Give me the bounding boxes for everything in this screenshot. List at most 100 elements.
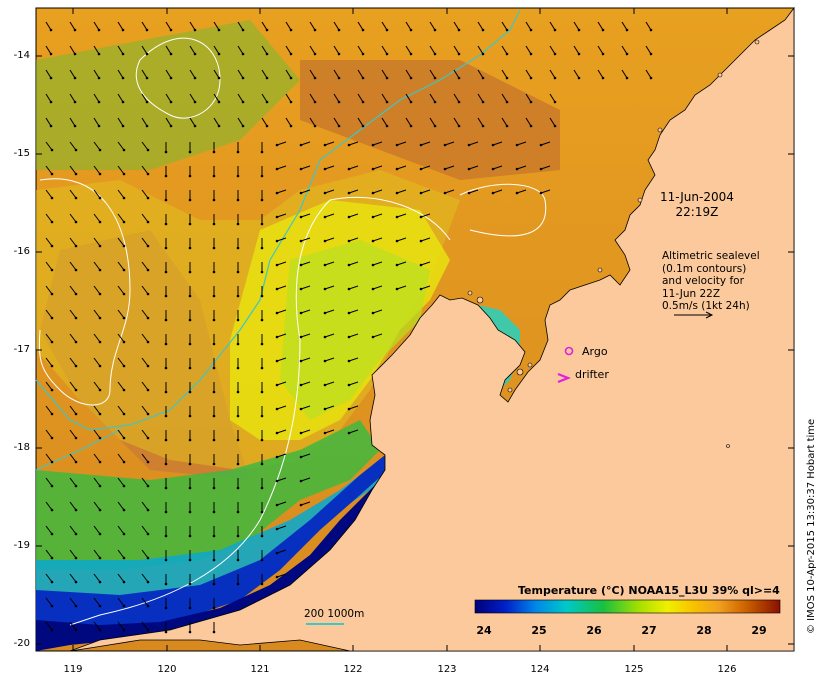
velocity-arrow-head (146, 580, 150, 584)
altimetry-legend: Altimetric sealevel (0.1m contours) and … (662, 250, 760, 313)
velocity-arrow-head (74, 484, 78, 488)
velocity-arrow (396, 141, 407, 146)
velocity-arrow (468, 141, 479, 146)
velocity-arrow-head (50, 460, 54, 464)
velocity-arrow (276, 573, 287, 578)
velocity-arrow (405, 117, 412, 127)
velocity-arrow-head (481, 76, 485, 80)
velocity-arrow-head (146, 532, 150, 536)
argo-marker (564, 346, 574, 356)
velocity-arrow-head (299, 431, 303, 435)
argo-label: Argo (582, 345, 608, 358)
velocity-arrow (477, 69, 484, 79)
velocity-arrow-head (241, 76, 245, 80)
velocity-arrow-head (188, 486, 192, 490)
velocity-arrow-head (145, 28, 149, 32)
altimetry-line: (0.1m contours) (662, 262, 747, 275)
velocity-arrow (453, 117, 460, 127)
velocity-arrow (492, 189, 503, 194)
velocity-arrow (597, 69, 604, 79)
velocity-arrow (117, 213, 125, 223)
velocity-arrow-head (265, 124, 269, 128)
velocity-arrow (540, 189, 551, 194)
velocity-arrow-head (74, 556, 78, 560)
velocity-arrow (372, 333, 383, 338)
velocity-arrow-head (49, 52, 53, 56)
velocity-arrow (45, 477, 53, 487)
velocity-arrow-head (122, 556, 126, 560)
velocity-arrow-head (260, 582, 264, 586)
velocity-arrow (45, 621, 53, 631)
velocity-arrow-head (299, 263, 303, 267)
velocity-arrow (516, 141, 527, 146)
colorbar (474, 599, 781, 614)
velocity-arrow-head (553, 76, 557, 80)
velocity-arrow (69, 333, 77, 343)
velocity-arrow-head (98, 604, 102, 608)
velocity-arrow-head (212, 150, 216, 154)
velocity-arrow (645, 45, 652, 55)
velocity-arrow-head (188, 246, 192, 250)
velocity-arrow (309, 93, 316, 103)
velocity-arrow-head (236, 150, 240, 154)
velocity-arrow (549, 93, 556, 103)
velocity-arrow (45, 333, 53, 343)
velocity-arrow-head (347, 311, 351, 315)
velocity-arrow (93, 597, 101, 607)
velocity-arrow-head (275, 287, 279, 291)
velocity-arrow (276, 165, 287, 170)
velocity-arrow-head (265, 76, 269, 80)
velocity-arrow (348, 237, 359, 242)
velocity-arrow-head (145, 124, 149, 128)
velocity-arrow-head (323, 287, 327, 291)
velocity-arrow-head (361, 52, 365, 56)
velocity-arrow (276, 213, 287, 218)
velocity-arrow (117, 621, 125, 631)
velocity-arrow-head (146, 484, 150, 488)
velocity-arrow-head (188, 414, 192, 418)
velocity-arrow-head (164, 150, 168, 154)
velocity-arrow (213, 93, 220, 103)
velocity-arrow-head (50, 580, 54, 584)
velocity-arrow (117, 21, 124, 31)
velocity-arrow (93, 621, 101, 631)
colorbar-tick: 26 (586, 624, 602, 637)
velocity-arrow-head (73, 52, 77, 56)
velocity-arrow (45, 381, 53, 391)
velocity-arrow-head (275, 479, 279, 483)
velocity-arrow (141, 189, 149, 199)
velocity-arrow-head (164, 630, 168, 634)
velocity-arrow (69, 45, 76, 55)
velocity-arrow-head (323, 167, 327, 171)
velocity-arrow-head (121, 28, 125, 32)
colorbar-tick: 27 (641, 624, 657, 637)
velocity-arrow-head (188, 462, 192, 466)
velocity-arrow-head (241, 124, 245, 128)
velocity-arrow (285, 69, 292, 79)
velocity-arrow (69, 381, 77, 391)
velocity-arrow-head (395, 263, 399, 267)
velocity-arrow-head (241, 100, 245, 104)
velocity-arrow (324, 309, 335, 314)
coastal-islands (467, 39, 760, 448)
velocity-arrow-head (395, 287, 399, 291)
velocity-arrow-head (409, 28, 413, 32)
velocity-arrow-head (577, 52, 581, 56)
velocity-arrow-head (164, 486, 168, 490)
velocity-arrow-head (457, 76, 461, 80)
velocity-arrow-head (347, 407, 351, 411)
velocity-arrow (525, 93, 532, 103)
velocity-arrow (324, 405, 335, 410)
velocity-arrow-head (212, 342, 216, 346)
velocity-arrow-head (50, 148, 54, 152)
velocity-arrow (309, 69, 316, 79)
velocity-arrow (141, 285, 149, 295)
velocity-arrow-head (146, 556, 150, 560)
velocity-arrow-head (299, 143, 303, 147)
velocity-arrow-head (98, 220, 102, 224)
velocity-arrow (357, 117, 364, 127)
velocity-arrow-head (299, 239, 303, 243)
sst-cyan (36, 460, 385, 600)
velocity-arrow (93, 525, 101, 535)
velocity-arrow (45, 189, 53, 199)
